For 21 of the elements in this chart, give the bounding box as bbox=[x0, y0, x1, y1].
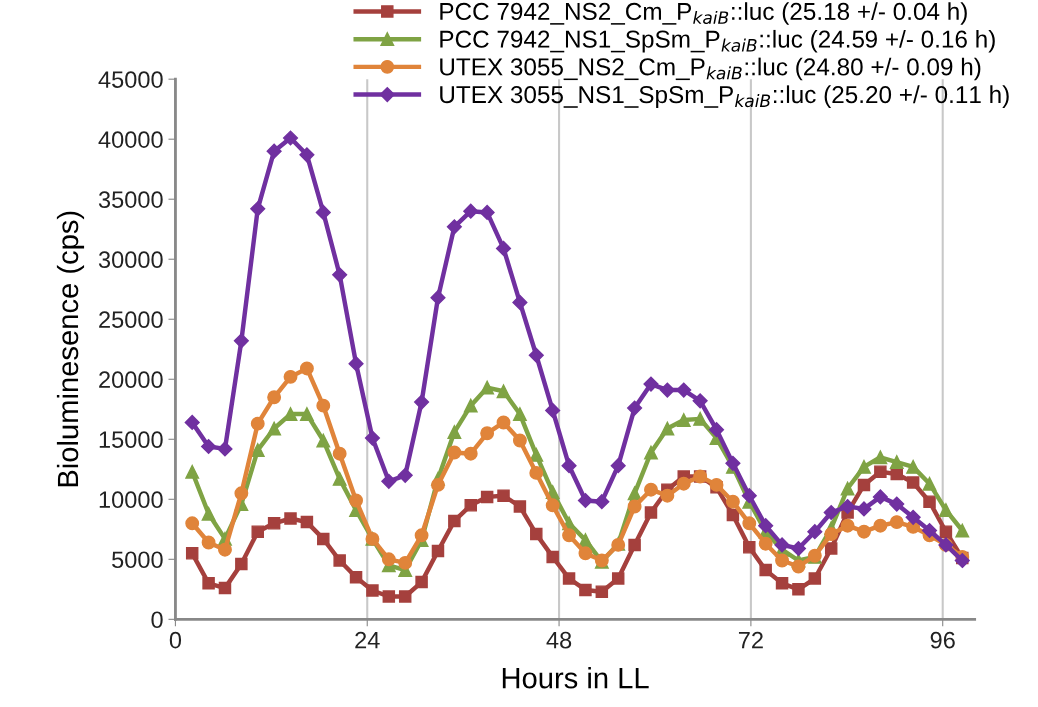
legend-label: UTEX 3055_NS1_SpSm_P$_{kaiB}$::luc (25.20 +/- 0.11 h) bbox=[440, 85, 1009, 108]
x-tick-label: 96 bbox=[930, 631, 955, 649]
y-tick-label: 30000 bbox=[98, 251, 163, 269]
y-tick-label: 5000 bbox=[112, 551, 163, 569]
legend-label: UTEX 3055_NS2_Cm_P$_{kaiB}$::luc (24.80 +/- 0.09 h) bbox=[440, 57, 981, 81]
y-axis-title: Bioluminesence (cps) bbox=[56, 211, 85, 487]
y-tick-label: 20000 bbox=[99, 371, 163, 389]
x-axis-title: Hours in LL bbox=[502, 667, 649, 689]
x-tick-label: 0 bbox=[169, 631, 182, 649]
y-tick-label: 40000 bbox=[98, 131, 163, 148]
x-tick-label: 48 bbox=[546, 631, 572, 649]
y-tick-label: 15000 bbox=[99, 431, 163, 449]
legend-label: PCC 7942_NS1_SpSm_P$_{kaiB}$::luc (24.59 +/- 0.16 h) bbox=[440, 29, 995, 53]
y-tick-label: 0 bbox=[151, 611, 163, 629]
legend-label: PCC 7942_NS2_Cm_P$_{kaiB}$::luc (25.18 +/- 0.04 h) bbox=[440, 2, 967, 25]
x-tick-label: 72 bbox=[738, 631, 763, 649]
x-tick-label: 24 bbox=[355, 631, 380, 649]
y-tick-label: 10000 bbox=[99, 491, 163, 509]
y-tick-label: 35000 bbox=[98, 191, 163, 208]
y-tick-label: 25000 bbox=[99, 311, 163, 329]
y-tick-label: 45000 bbox=[98, 71, 163, 88]
